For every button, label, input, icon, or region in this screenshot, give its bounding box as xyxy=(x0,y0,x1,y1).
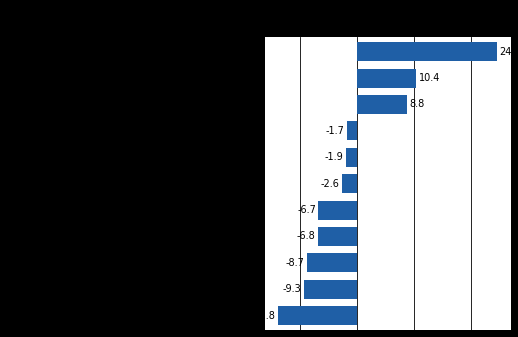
Bar xyxy=(319,201,357,220)
Text: -1.7: -1.7 xyxy=(326,126,345,136)
Text: 10.4: 10.4 xyxy=(419,73,440,83)
Text: -8.7: -8.7 xyxy=(286,258,305,268)
Bar xyxy=(357,68,416,88)
Bar xyxy=(357,42,497,61)
Bar xyxy=(347,121,357,140)
Bar xyxy=(342,174,357,193)
Text: -13.8: -13.8 xyxy=(251,311,276,321)
Text: -1.9: -1.9 xyxy=(325,152,343,162)
Bar xyxy=(318,227,357,246)
Bar xyxy=(278,306,357,325)
Text: -9.3: -9.3 xyxy=(282,284,301,294)
Text: -6.8: -6.8 xyxy=(297,232,315,242)
Bar xyxy=(304,280,357,299)
Text: -2.6: -2.6 xyxy=(321,179,340,189)
Text: -6.7: -6.7 xyxy=(297,205,316,215)
Text: 24.5: 24.5 xyxy=(499,47,518,57)
Bar xyxy=(307,253,357,272)
Text: 8.8: 8.8 xyxy=(409,99,425,110)
Bar xyxy=(346,148,357,167)
Bar xyxy=(357,95,407,114)
